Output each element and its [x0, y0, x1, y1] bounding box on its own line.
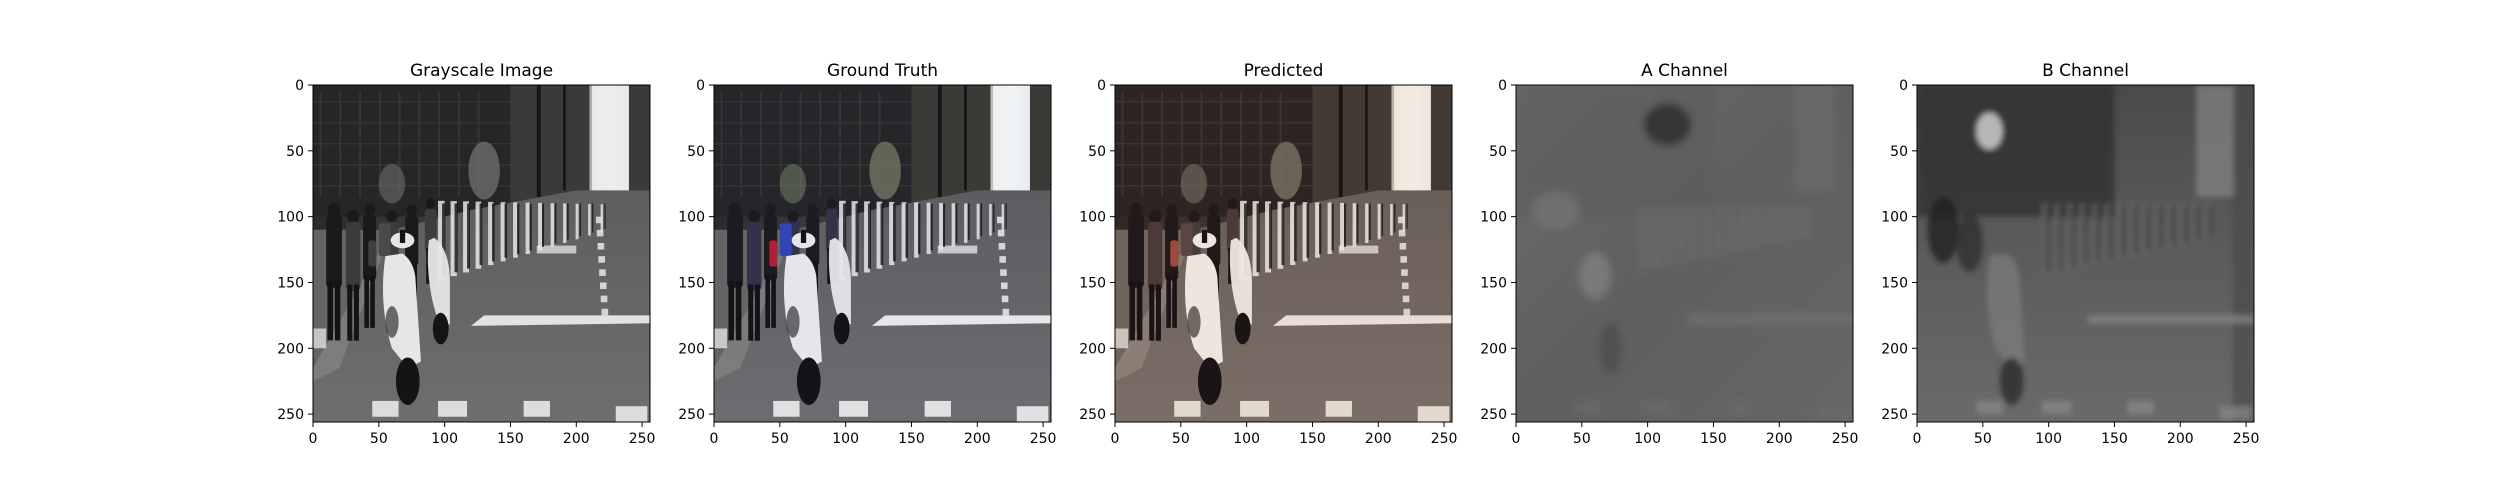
y-tick-label: 200	[277, 341, 304, 357]
axes-frame	[1114, 84, 1453, 423]
y-tick-label: 0	[1097, 78, 1106, 94]
panel-predicted: Predicted 0 50 100 150 200 250 0 50 100 150 200 250	[1079, 61, 1457, 447]
axes-frame	[1916, 84, 2255, 423]
x-tick-label: 0	[1111, 431, 1120, 447]
panel-image	[313, 85, 650, 422]
y-tick-label: 100	[277, 210, 304, 226]
y-tick-label: 100	[1079, 210, 1106, 226]
panel-b-channel: B Channel 0 50 100 150 200 250 0 50 100 150 200 250	[1881, 61, 2259, 447]
x-tick-label: 0	[1512, 431, 1521, 447]
y-tick-label: 50	[1088, 144, 1106, 160]
y-tick-label: 50	[286, 144, 304, 160]
axes-frame	[1515, 84, 1854, 423]
y-tick-label: 100	[1881, 210, 1908, 226]
x-tick-label: 200	[964, 431, 991, 447]
x-tick-label: 200	[2167, 431, 2194, 447]
y-tick-label: 250	[277, 407, 304, 423]
y-tick-label: 50	[687, 144, 705, 160]
y-tick-label: 150	[1881, 275, 1908, 291]
y-tick-label: 200	[1480, 341, 1507, 357]
y-tick-label: 50	[1489, 144, 1507, 160]
x-tick-label: 0	[710, 431, 719, 447]
panels: Grayscale Image 0 50 100 150 200 250 0 50 100 150 2…	[277, 61, 2259, 447]
panel-grayscale: Grayscale Image 0 50 100 150 200 250 0 50 100 150 2…	[277, 61, 655, 447]
panel-a-channel: A Channel 0 50 100 150 200 250 0 50 100 150 200 250	[1480, 61, 1858, 447]
x-tick-label: 50	[1573, 431, 1591, 447]
x-tick-label: 150	[497, 431, 524, 447]
y-tick-label: 0	[1899, 78, 1908, 94]
y-tick-label: 200	[1079, 341, 1106, 357]
x-tick-label: 200	[563, 431, 590, 447]
y-tick-label: 100	[678, 210, 705, 226]
x-tick-label: 200	[1365, 431, 1392, 447]
x-tick-label: 50	[1974, 431, 1992, 447]
x-tick-label: 50	[1172, 431, 1190, 447]
panel-title: Predicted	[1244, 61, 1324, 81]
x-tick-label: 150	[1299, 431, 1326, 447]
panel-image	[1917, 85, 2254, 422]
x-tick-label: 0	[309, 431, 318, 447]
y-tick-label: 150	[277, 275, 304, 291]
x-tick-label: 250	[629, 431, 656, 447]
x-tick-label: 0	[1913, 431, 1922, 447]
x-tick-label: 250	[1832, 431, 1859, 447]
x-tick-label: 150	[898, 431, 925, 447]
x-tick-label: 50	[370, 431, 388, 447]
x-tick-label: 250	[1431, 431, 1458, 447]
panel-title: Ground Truth	[827, 61, 938, 81]
y-tick-label: 100	[1480, 210, 1507, 226]
y-tick-label: 0	[295, 78, 304, 94]
y-tick-label: 0	[1498, 78, 1507, 94]
x-tick-label: 50	[771, 431, 789, 447]
panel-image	[1516, 85, 1853, 422]
x-tick-label: 100	[832, 431, 859, 447]
axes-frame	[713, 84, 1052, 423]
y-tick-label: 150	[1079, 275, 1106, 291]
panel-image	[1115, 85, 1452, 422]
x-tick-label: 150	[2101, 431, 2128, 447]
y-tick-label: 250	[1079, 407, 1106, 423]
panel-title: A Channel	[1641, 61, 1728, 81]
x-tick-label: 250	[2233, 431, 2260, 447]
x-tick-label: 100	[431, 431, 458, 447]
y-tick-label: 250	[678, 407, 705, 423]
axes-frame	[312, 84, 651, 423]
x-tick-label: 100	[1634, 431, 1661, 447]
y-tick-label: 200	[678, 341, 705, 357]
panel-image	[714, 85, 1051, 422]
panel-title: Grayscale Image	[410, 61, 553, 81]
x-tick-label: 250	[1030, 431, 1057, 447]
y-tick-label: 0	[696, 78, 705, 94]
y-tick-label: 250	[1480, 407, 1507, 423]
y-tick-label: 250	[1881, 407, 1908, 423]
x-tick-label: 100	[2035, 431, 2062, 447]
y-tick-label: 200	[1881, 341, 1908, 357]
panel-title: B Channel	[2042, 61, 2129, 81]
x-tick-label: 100	[1233, 431, 1260, 447]
y-tick-label: 50	[1890, 144, 1908, 160]
panel-ground-truth: Ground Truth 0 50 100 150 200 250 0 50 100 150 200 2…	[678, 61, 1056, 447]
x-tick-label: 150	[1700, 431, 1727, 447]
x-tick-label: 200	[1766, 431, 1793, 447]
y-tick-label: 150	[678, 275, 705, 291]
y-tick-label: 150	[1480, 275, 1507, 291]
